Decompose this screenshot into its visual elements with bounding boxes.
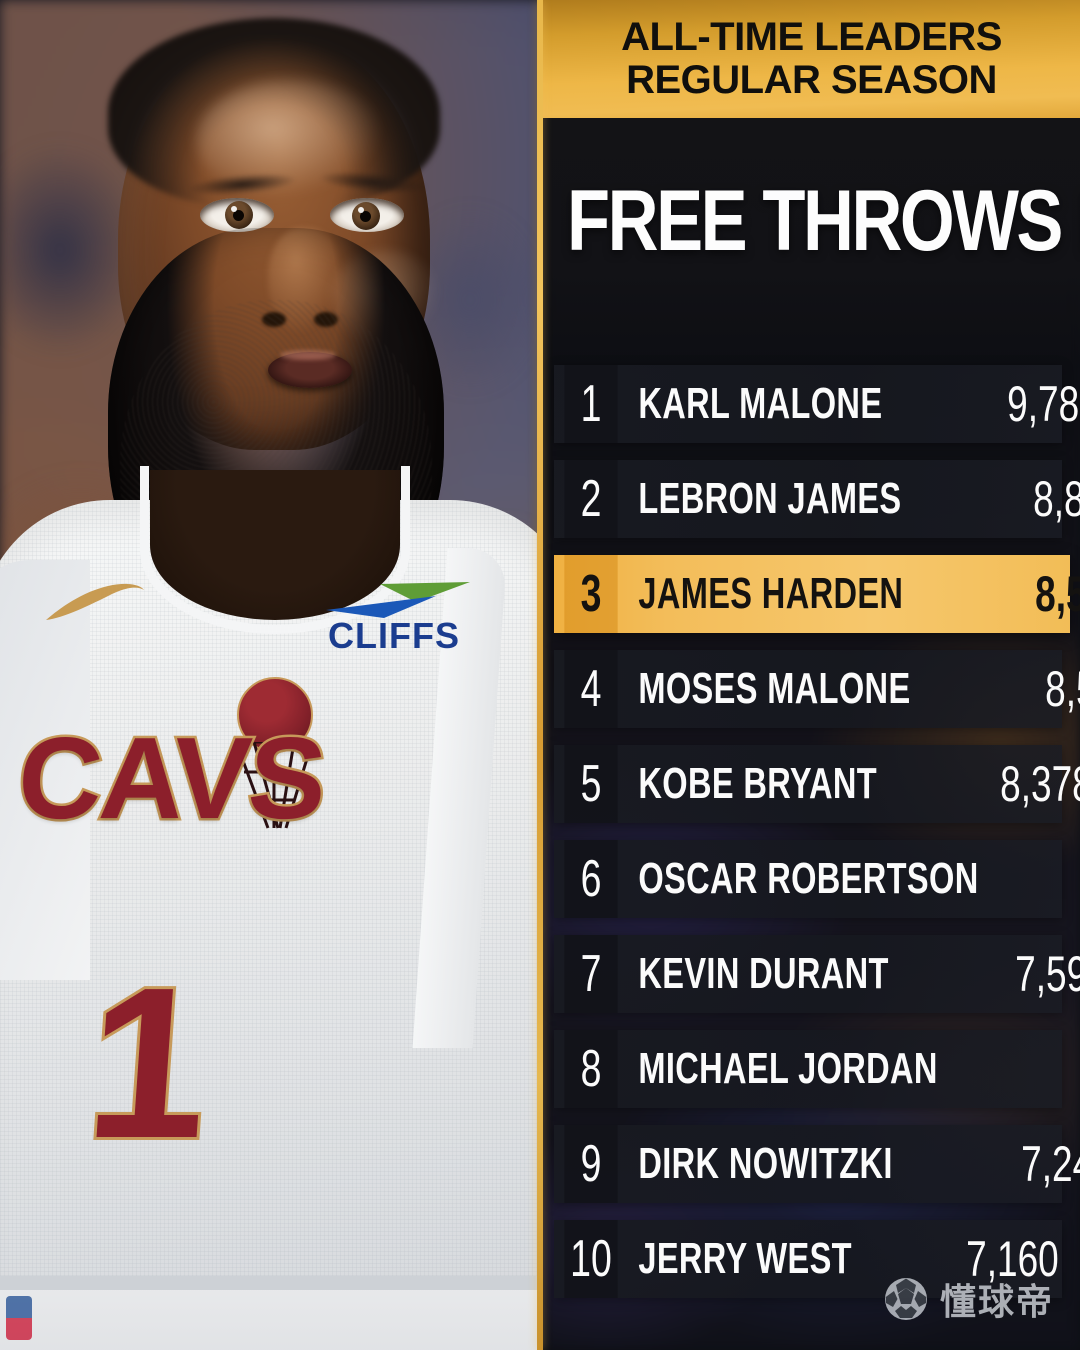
row-player-name: KEVIN DURANT <box>638 949 889 998</box>
cliffs-sponsor-patch: CLIFFS <box>318 580 478 666</box>
row-player-name: JERRY WEST <box>638 1234 852 1283</box>
row-rank: 6 <box>564 840 618 918</box>
row-rank: 9 <box>564 1125 618 1203</box>
row-player-name: JAMES HARDEN <box>638 569 904 618</box>
row-value: 7,597 <box>1015 946 1080 1002</box>
lip-highlight <box>280 350 336 360</box>
stats-panel: ALL-TIME LEADERS REGULAR SEASON FREE THR… <box>543 0 1080 1350</box>
row-rank: 10 <box>564 1220 618 1298</box>
page-title: FREE THROWS MADE <box>567 173 1080 269</box>
basketball-logo-icon <box>237 677 313 753</box>
vertical-gold-divider <box>537 0 543 1350</box>
row-value: 8,810 <box>1032 471 1080 527</box>
pupil-left <box>233 210 244 221</box>
row-player-name: LEBRON JAMES <box>638 474 902 523</box>
row-player-name: KARL MALONE <box>638 379 883 428</box>
row-rank: 4 <box>564 650 618 728</box>
nba-logo-icon <box>6 1296 32 1340</box>
leaderboard-list: 1 KARL MALONE 9,787 2 LEBRON JAMES 8,810 3 JAME… <box>543 365 1080 1315</box>
leaderboard-row: 9 DIRK NOWITZKI 7,240 <box>554 1125 1080 1203</box>
row-player-name: MICHAEL JORDAN <box>638 1044 938 1093</box>
row-rank: 3 <box>564 555 618 633</box>
row-player-name: KOBE BRYANT <box>638 759 878 808</box>
row-value: 8,378 <box>999 756 1080 812</box>
leaderboard-row: 3 JAMES HARDEN 8,532 <box>554 555 1080 633</box>
leaderboard-row: 5 KOBE BRYANT 8,378 <box>554 745 1080 823</box>
header-banner: ALL-TIME LEADERS REGULAR SEASON <box>543 0 1080 118</box>
row-value: 7,160 <box>965 1231 1059 1287</box>
row-rank: 8 <box>564 1030 618 1108</box>
row-rank: 1 <box>564 365 618 443</box>
jersey-shoulder-left <box>0 560 90 980</box>
cliffs-wordmark: CLIFFS <box>328 615 460 656</box>
leaderboard-row: 4 MOSES MALONE 8,531 <box>554 650 1080 728</box>
shorts-waistband <box>0 1276 540 1290</box>
jersey-number: 1 <box>77 939 219 1186</box>
leaderboard-row: 10 JERRY WEST 7,160 <box>554 1220 1062 1298</box>
row-value: 9,787 <box>1006 376 1080 432</box>
basketball-net-icon <box>228 740 320 834</box>
row-player-name: DIRK NOWITZKI <box>638 1139 893 1188</box>
soccer-ball-icon <box>884 1277 928 1326</box>
leaderboard-row: 7 KEVIN DURANT 7,597 <box>554 935 1080 1013</box>
jersey-neck-trim <box>140 466 410 634</box>
eye-glint-right <box>358 207 364 213</box>
header-line-1: ALL-TIME LEADERS <box>621 14 1002 59</box>
leaderboard-row: 2 LEBRON JAMES 8,810 <box>554 460 1080 538</box>
row-rank: 5 <box>564 745 618 823</box>
row-player-name: MOSES MALONE <box>638 664 911 713</box>
row-value: 8,532 <box>1035 566 1080 622</box>
nike-swoosh-icon <box>42 578 146 630</box>
player-photo: CLIFFS CAVS 1 <box>0 0 540 1350</box>
panel-top-gradient <box>543 118 1080 368</box>
row-player-name: OSCAR ROBERTSON <box>638 854 979 903</box>
row-rank: 7 <box>564 935 618 1013</box>
row-rank: 2 <box>564 460 618 538</box>
row-value: 7,240 <box>1020 1136 1080 1192</box>
cavs-wordmark: CAVS <box>11 711 331 846</box>
pupil-right <box>360 211 371 222</box>
watermark-text: 懂球帝 <box>939 1280 1054 1322</box>
leaderboard-row: 1 KARL MALONE 9,787 <box>554 365 1080 443</box>
watermark: 懂球帝 <box>884 1277 1054 1326</box>
header-line-2: REGULAR SEASON <box>626 58 997 102</box>
cliffs-chevron-icon <box>324 580 474 624</box>
row-value: 8,531 <box>1044 661 1080 717</box>
eye-glint-left <box>231 206 237 212</box>
